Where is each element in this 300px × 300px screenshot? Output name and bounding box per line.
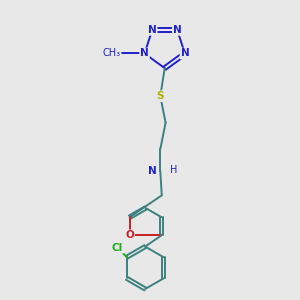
Text: O: O (125, 230, 134, 240)
Text: Cl: Cl (112, 243, 123, 253)
Text: N: N (173, 25, 182, 35)
Text: N: N (140, 49, 149, 58)
Text: N: N (148, 166, 156, 176)
Text: CH₃: CH₃ (102, 49, 120, 58)
Text: N: N (181, 49, 189, 58)
Text: N: N (148, 25, 157, 35)
Text: H: H (170, 165, 177, 175)
Text: S: S (157, 91, 164, 101)
